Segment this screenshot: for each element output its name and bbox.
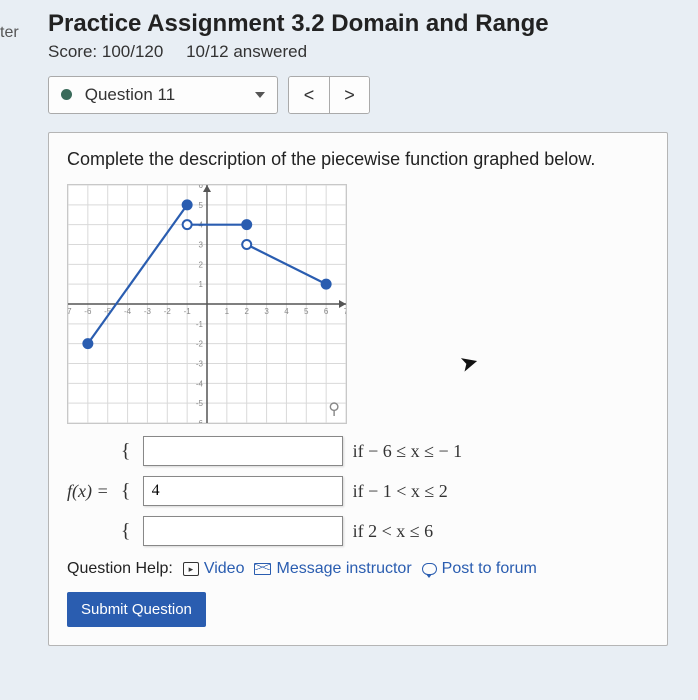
case-condition: if 2 < x ≤ 6 [353,521,434,542]
svg-text:-7: -7 [68,307,72,316]
sidebar-fragment: ter [0,24,19,42]
svg-text:-3: -3 [196,360,204,369]
svg-text:2: 2 [199,260,204,269]
svg-text:4: 4 [284,307,289,316]
case-input-0[interactable] [143,436,343,466]
left-brace: { [119,440,133,463]
page-title: Practice Assignment 3.2 Domain and Range [48,10,698,38]
svg-text:-6: -6 [84,307,92,316]
svg-text:-5: -5 [196,399,204,408]
case-condition: if − 1 < x ≤ 2 [353,481,448,502]
svg-text:-6: -6 [196,419,204,423]
answered-count: 10/12 answered [186,42,307,61]
svg-text:-4: -4 [124,307,132,316]
help-label: Question Help: [67,560,173,578]
question-dropdown[interactable]: Question 11 [48,76,278,114]
score-value: 100/120 [102,42,163,61]
svg-text:1: 1 [225,307,230,316]
svg-text:6: 6 [199,185,204,190]
left-brace: { [119,520,133,543]
svg-text:5: 5 [199,201,204,210]
svg-text:2: 2 [244,307,249,316]
svg-text:-2: -2 [196,340,204,349]
case-input-1[interactable] [143,476,343,506]
cursor-icon: ➤ [457,348,482,378]
status-dot-icon [61,89,72,100]
video-link[interactable]: ▸ Video [183,560,245,578]
case-condition: if − 6 ≤ x ≤ − 1 [353,441,463,462]
chevron-down-icon [255,92,265,98]
zoom-icon[interactable]: ⚲ [328,399,340,419]
svg-text:7: 7 [344,307,346,316]
forum-icon [422,563,437,575]
video-icon: ▸ [183,562,199,576]
score-label: Score: [48,42,97,61]
svg-text:1: 1 [199,280,204,289]
score-row: Score: 100/120 10/12 answered [48,42,698,62]
svg-text:6: 6 [324,307,329,316]
svg-text:-3: -3 [144,307,152,316]
svg-text:3: 3 [199,241,204,250]
case-row: { if − 6 ≤ x ≤ − 1 [119,436,463,466]
svg-text:-1: -1 [196,320,204,329]
message-instructor-link[interactable]: Message instructor [254,560,411,578]
question-prompt: Complete the description of the piecewis… [67,149,649,170]
case-row: { if 2 < x ≤ 6 [119,516,463,546]
case-row: { if − 1 < x ≤ 2 [119,476,463,506]
svg-text:-2: -2 [164,307,172,316]
submit-button[interactable]: Submit Question [67,592,206,627]
post-forum-link[interactable]: Post to forum [422,560,537,578]
svg-text:3: 3 [264,307,269,316]
svg-text:-1: -1 [184,307,192,316]
svg-text:5: 5 [304,307,309,316]
fx-label: f(x) = [67,481,109,502]
svg-text:-4: -4 [196,379,204,388]
prev-question-button[interactable]: < [289,77,329,113]
left-brace: { [119,480,133,503]
mail-icon [254,563,271,575]
question-label: Question 11 [85,85,175,104]
next-question-button[interactable]: > [329,77,369,113]
graph[interactable]: -7-6-5-4-3-2-11234567-6-5-4-3-2-1123456 … [67,184,347,424]
case-input-2[interactable] [143,516,343,546]
question-card: Complete the description of the piecewis… [48,132,668,646]
